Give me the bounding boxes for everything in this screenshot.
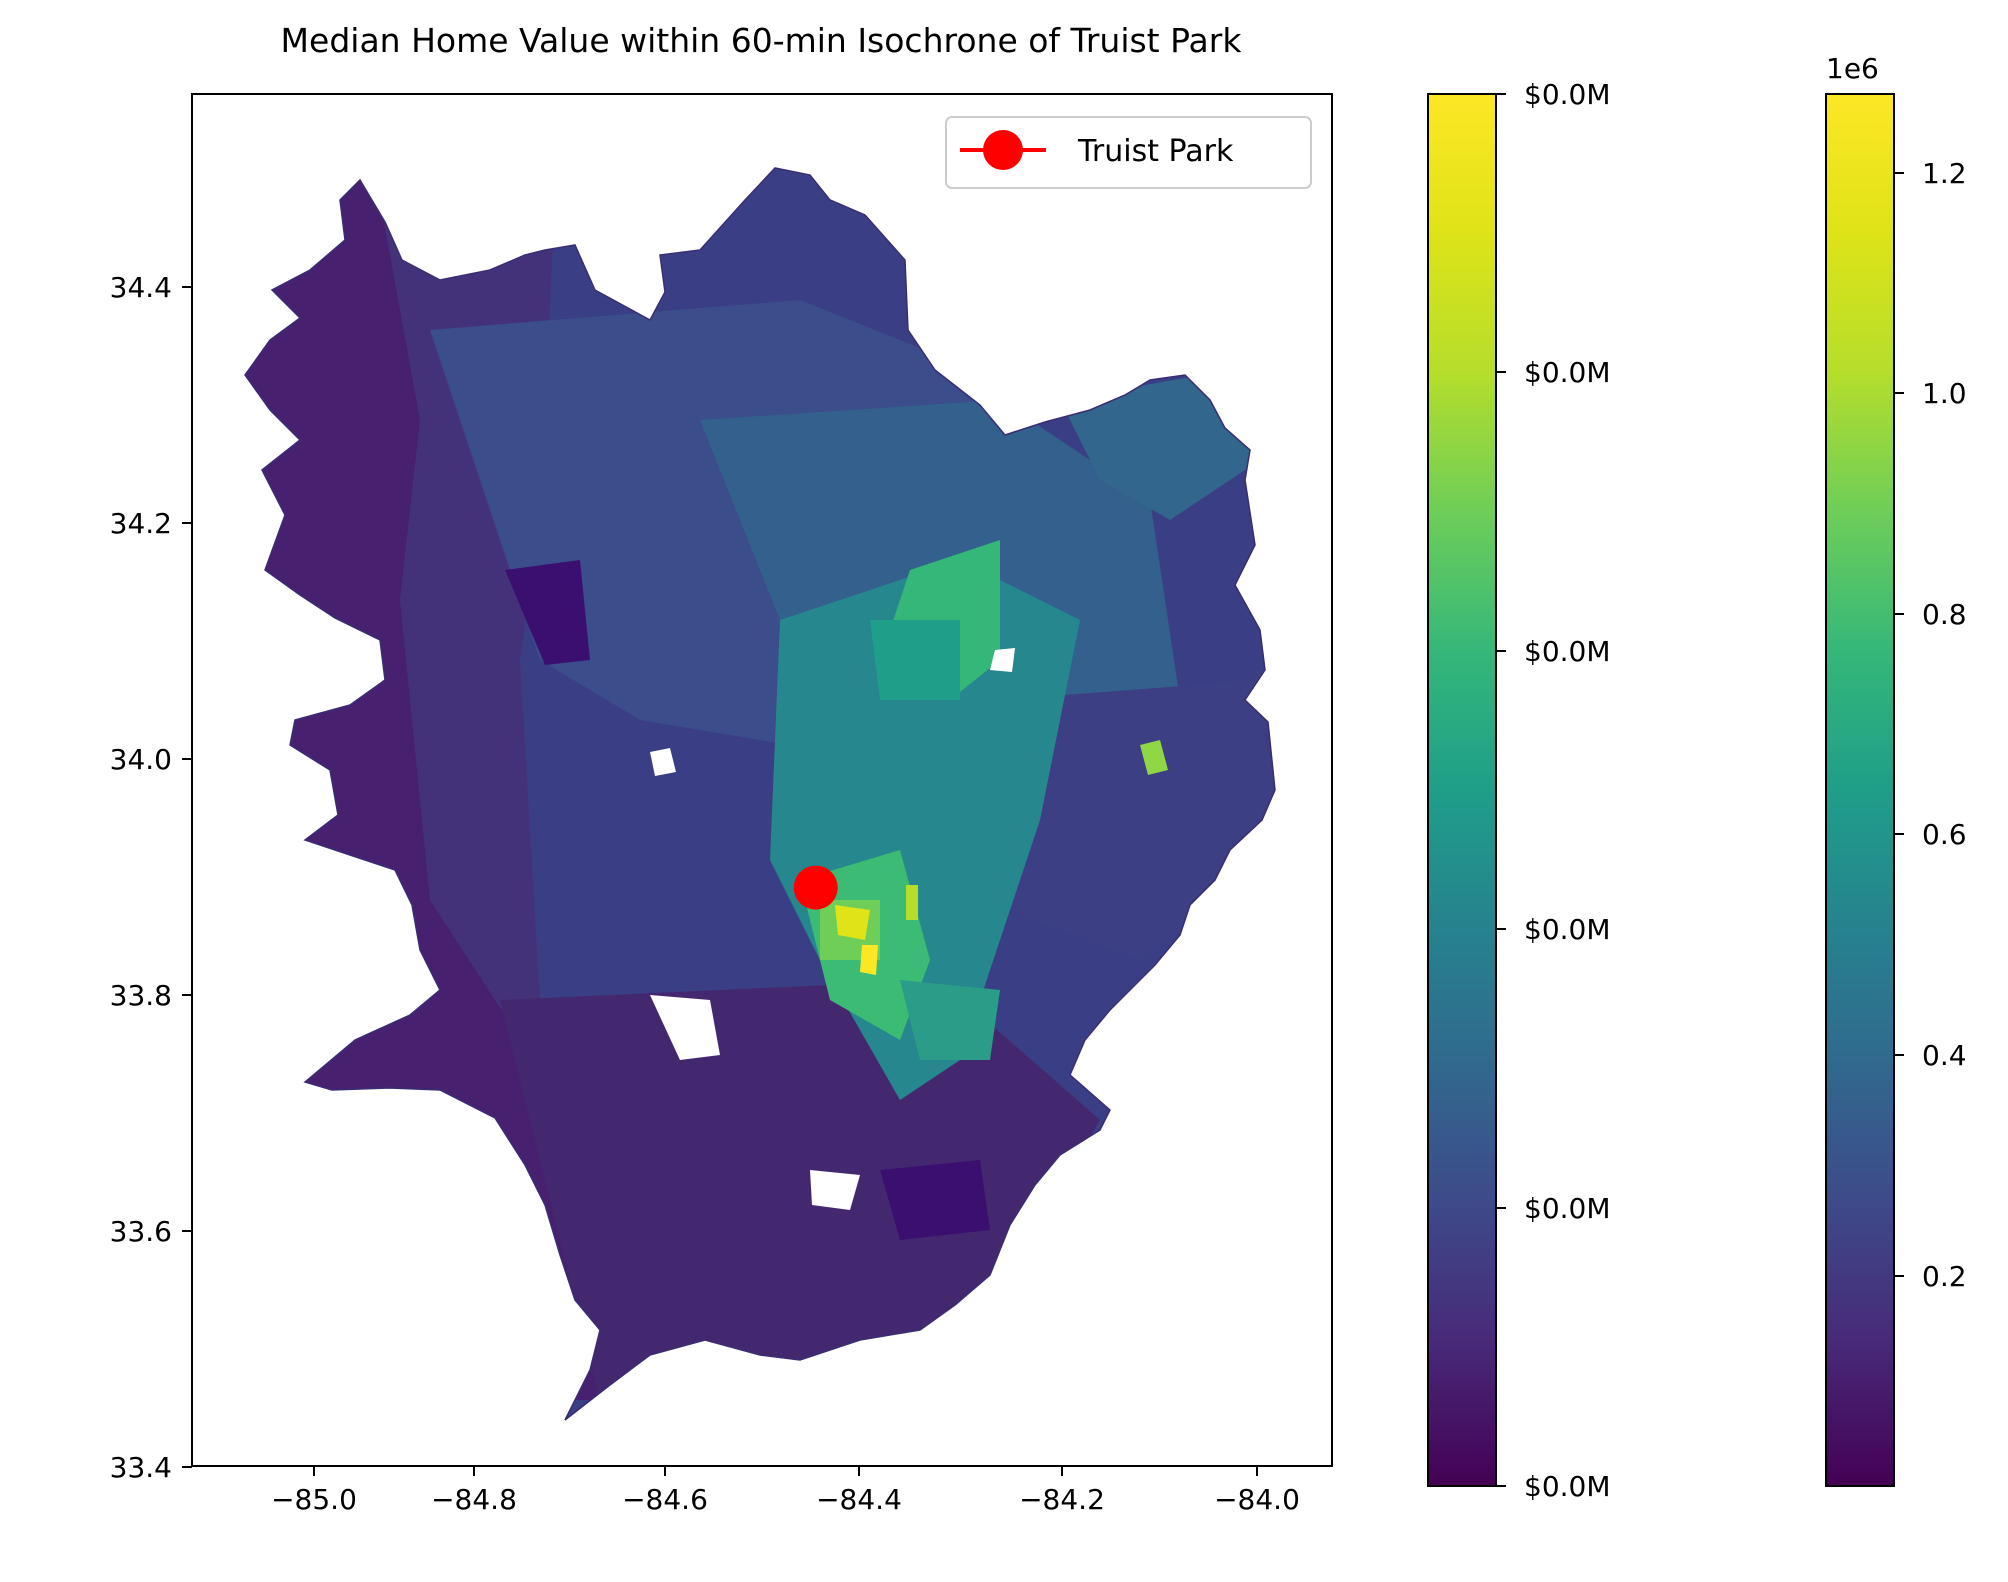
legend-marker-icon bbox=[983, 130, 1023, 170]
x-tick-label: −84.2 bbox=[1019, 1483, 1105, 1516]
colorbar-raw-exponent: 1e6 bbox=[1826, 52, 1879, 85]
y-tick-label: 33.4 bbox=[110, 1451, 172, 1484]
y-axis: 34.4 34.2 34.0 33.8 33.6 33.4 bbox=[110, 271, 192, 1484]
map-axes-frame bbox=[191, 93, 1333, 1467]
colorbar-currency-tick-label: $0.0M bbox=[1524, 78, 1611, 111]
y-tick-label: 33.8 bbox=[110, 979, 172, 1012]
colorbar-raw-tick-label: 0.2 bbox=[1922, 1260, 1967, 1293]
colorbar-currency-tick-label: $0.0M bbox=[1524, 635, 1611, 668]
x-tick-label: −84.4 bbox=[816, 1483, 902, 1516]
x-tick-label: −84.6 bbox=[622, 1483, 708, 1516]
colorbar-raw-tick-label: 0.6 bbox=[1922, 818, 1967, 851]
colorbar-raw-tick-label: 1.0 bbox=[1922, 377, 1967, 410]
x-axis: −85.0 −84.8 −84.6 −84.4 −84.2 −84.0 bbox=[271, 1466, 1300, 1516]
y-tick-label: 34.4 bbox=[110, 271, 172, 304]
legend-label: Truist Park bbox=[1077, 134, 1234, 169]
colorbar-raw-tick-label: 1.2 bbox=[1922, 157, 1967, 190]
colorbar-currency-tick-label: $0.0M bbox=[1524, 913, 1611, 946]
colorbar-currency-tick-label: $0.0M bbox=[1524, 1192, 1611, 1225]
colorbar-currency-tick-label: $0.0M bbox=[1524, 1470, 1611, 1503]
y-tick-label: 34.2 bbox=[110, 507, 172, 540]
colorbar-currency-tick-label: $0.0M bbox=[1524, 356, 1611, 389]
colorbar-raw-tick-label: 0.8 bbox=[1922, 598, 1967, 631]
isochrone-fill bbox=[245, 168, 1275, 1420]
x-tick-label: −84.8 bbox=[431, 1483, 517, 1516]
colorbar-raw: 1e6 1.2 1.0 0.8 0.6 0.4 0.2 bbox=[1825, 52, 1967, 1487]
x-tick-label: −84.0 bbox=[1214, 1483, 1300, 1516]
map-title: Median Home Value within 60-min Isochron… bbox=[281, 21, 1243, 60]
colorbar-raw-scale bbox=[1825, 93, 1895, 1487]
y-tick-label: 33.6 bbox=[110, 1215, 172, 1248]
colorbar-currency: $0.0M $0.0M $0.0M $0.0M $0.0M $0.0M bbox=[1427, 78, 1611, 1503]
colorbar-currency-scale bbox=[1427, 93, 1497, 1487]
y-tick-label: 34.0 bbox=[110, 743, 172, 776]
truist-park-marker bbox=[793, 865, 838, 910]
x-tick-label: −85.0 bbox=[271, 1483, 357, 1516]
map-area: −85.0 −84.8 −84.6 −84.4 −84.2 −84.0 34.4… bbox=[110, 93, 1333, 1516]
isochrone-outline bbox=[244, 167, 1276, 1421]
legend: Truist Park bbox=[945, 116, 1312, 189]
colorbar-raw-tick-label: 0.4 bbox=[1922, 1039, 1967, 1072]
